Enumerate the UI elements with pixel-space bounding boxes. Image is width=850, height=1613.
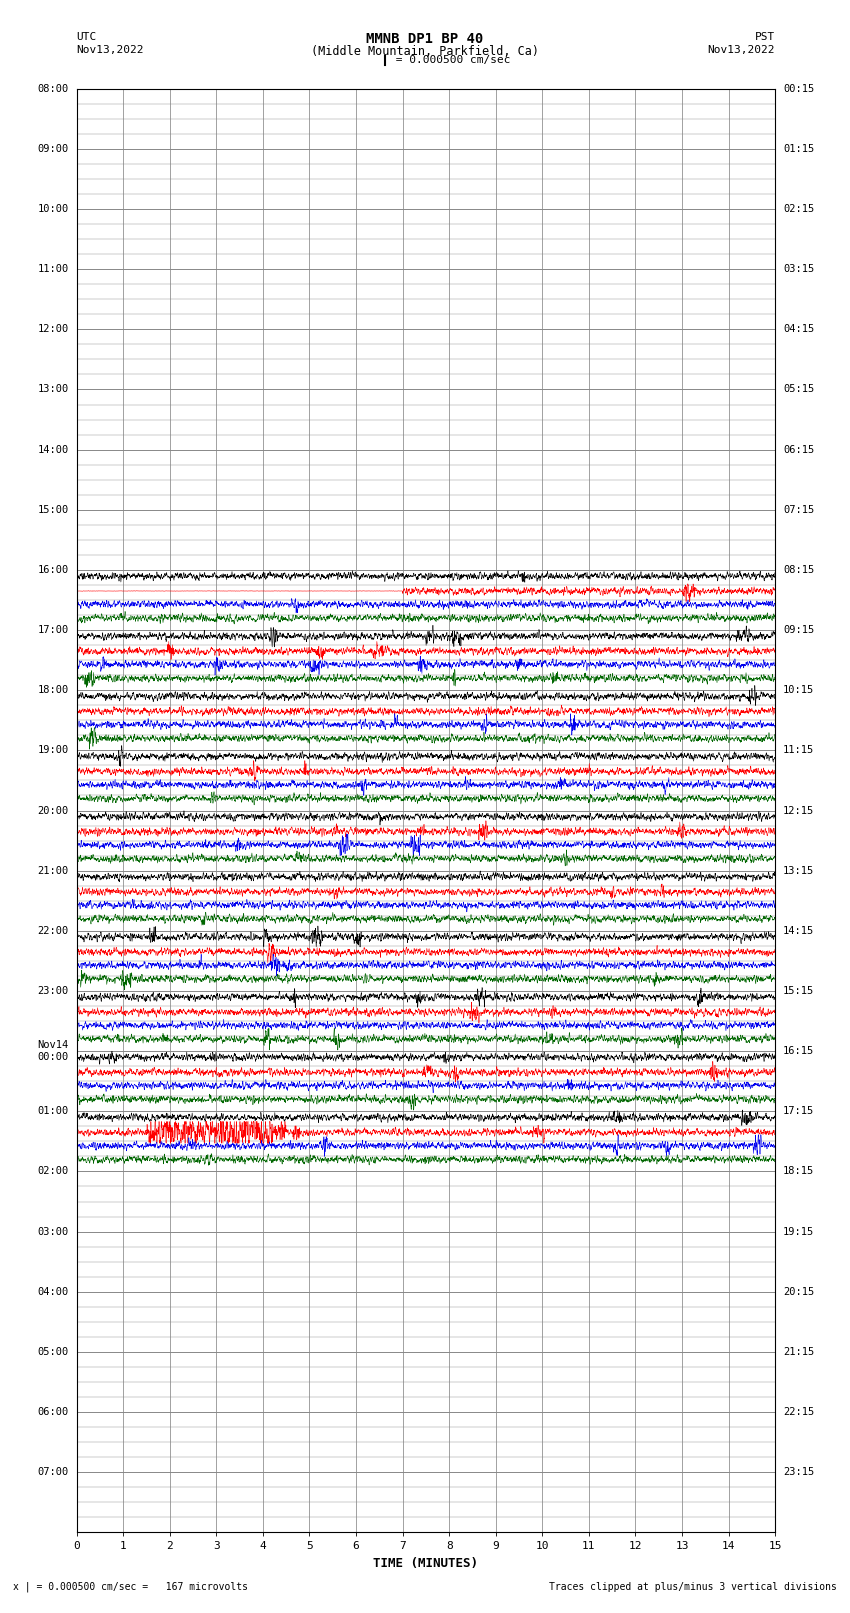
Text: 23:00: 23:00 <box>37 986 69 995</box>
Text: 12:00: 12:00 <box>37 324 69 334</box>
Text: 20:15: 20:15 <box>783 1287 814 1297</box>
Text: Nov14
00:00: Nov14 00:00 <box>37 1040 69 1061</box>
Text: 07:00: 07:00 <box>37 1468 69 1478</box>
Text: 17:15: 17:15 <box>783 1107 814 1116</box>
Text: 06:00: 06:00 <box>37 1407 69 1418</box>
Text: 19:00: 19:00 <box>37 745 69 755</box>
Text: = 0.000500 cm/sec: = 0.000500 cm/sec <box>389 55 511 66</box>
Text: MMNB DP1 BP 40: MMNB DP1 BP 40 <box>366 32 484 47</box>
Text: 22:00: 22:00 <box>37 926 69 936</box>
Text: 11:00: 11:00 <box>37 265 69 274</box>
Text: 17:00: 17:00 <box>37 626 69 636</box>
X-axis label: TIME (MINUTES): TIME (MINUTES) <box>373 1557 479 1569</box>
Text: 11:15: 11:15 <box>783 745 814 755</box>
Text: 02:15: 02:15 <box>783 203 814 215</box>
Text: 16:15: 16:15 <box>783 1047 814 1057</box>
Text: 06:15: 06:15 <box>783 445 814 455</box>
Text: 01:15: 01:15 <box>783 144 814 153</box>
Text: 15:00: 15:00 <box>37 505 69 515</box>
Text: 02:00: 02:00 <box>37 1166 69 1176</box>
Text: x | = 0.000500 cm/sec =   167 microvolts: x | = 0.000500 cm/sec = 167 microvolts <box>13 1581 247 1592</box>
Text: UTC: UTC <box>76 32 97 42</box>
Text: 13:15: 13:15 <box>783 866 814 876</box>
Text: 05:15: 05:15 <box>783 384 814 395</box>
Text: Nov13,2022: Nov13,2022 <box>708 45 775 55</box>
Text: 10:00: 10:00 <box>37 203 69 215</box>
Text: 14:15: 14:15 <box>783 926 814 936</box>
Text: Nov13,2022: Nov13,2022 <box>76 45 144 55</box>
Text: 20:00: 20:00 <box>37 805 69 816</box>
Text: 10:15: 10:15 <box>783 686 814 695</box>
Text: 18:00: 18:00 <box>37 686 69 695</box>
Text: 03:00: 03:00 <box>37 1226 69 1237</box>
Text: 09:00: 09:00 <box>37 144 69 153</box>
Text: 04:00: 04:00 <box>37 1287 69 1297</box>
Text: 23:15: 23:15 <box>783 1468 814 1478</box>
Text: 22:15: 22:15 <box>783 1407 814 1418</box>
Text: 01:00: 01:00 <box>37 1107 69 1116</box>
Text: 09:15: 09:15 <box>783 626 814 636</box>
Text: (Middle Mountain, Parkfield, Ca): (Middle Mountain, Parkfield, Ca) <box>311 45 539 58</box>
Text: 07:15: 07:15 <box>783 505 814 515</box>
Text: 03:15: 03:15 <box>783 265 814 274</box>
Text: 21:00: 21:00 <box>37 866 69 876</box>
Text: 00:15: 00:15 <box>783 84 814 94</box>
Text: 15:15: 15:15 <box>783 986 814 995</box>
Text: 05:00: 05:00 <box>37 1347 69 1357</box>
Text: Traces clipped at plus/minus 3 vertical divisions: Traces clipped at plus/minus 3 vertical … <box>549 1582 837 1592</box>
Text: 12:15: 12:15 <box>783 805 814 816</box>
Text: 21:15: 21:15 <box>783 1347 814 1357</box>
Text: 08:15: 08:15 <box>783 565 814 574</box>
Text: 08:00: 08:00 <box>37 84 69 94</box>
Text: 14:00: 14:00 <box>37 445 69 455</box>
Text: 04:15: 04:15 <box>783 324 814 334</box>
Text: 18:15: 18:15 <box>783 1166 814 1176</box>
Text: 13:00: 13:00 <box>37 384 69 395</box>
Text: PST: PST <box>755 32 775 42</box>
Text: 16:00: 16:00 <box>37 565 69 574</box>
Text: 19:15: 19:15 <box>783 1226 814 1237</box>
